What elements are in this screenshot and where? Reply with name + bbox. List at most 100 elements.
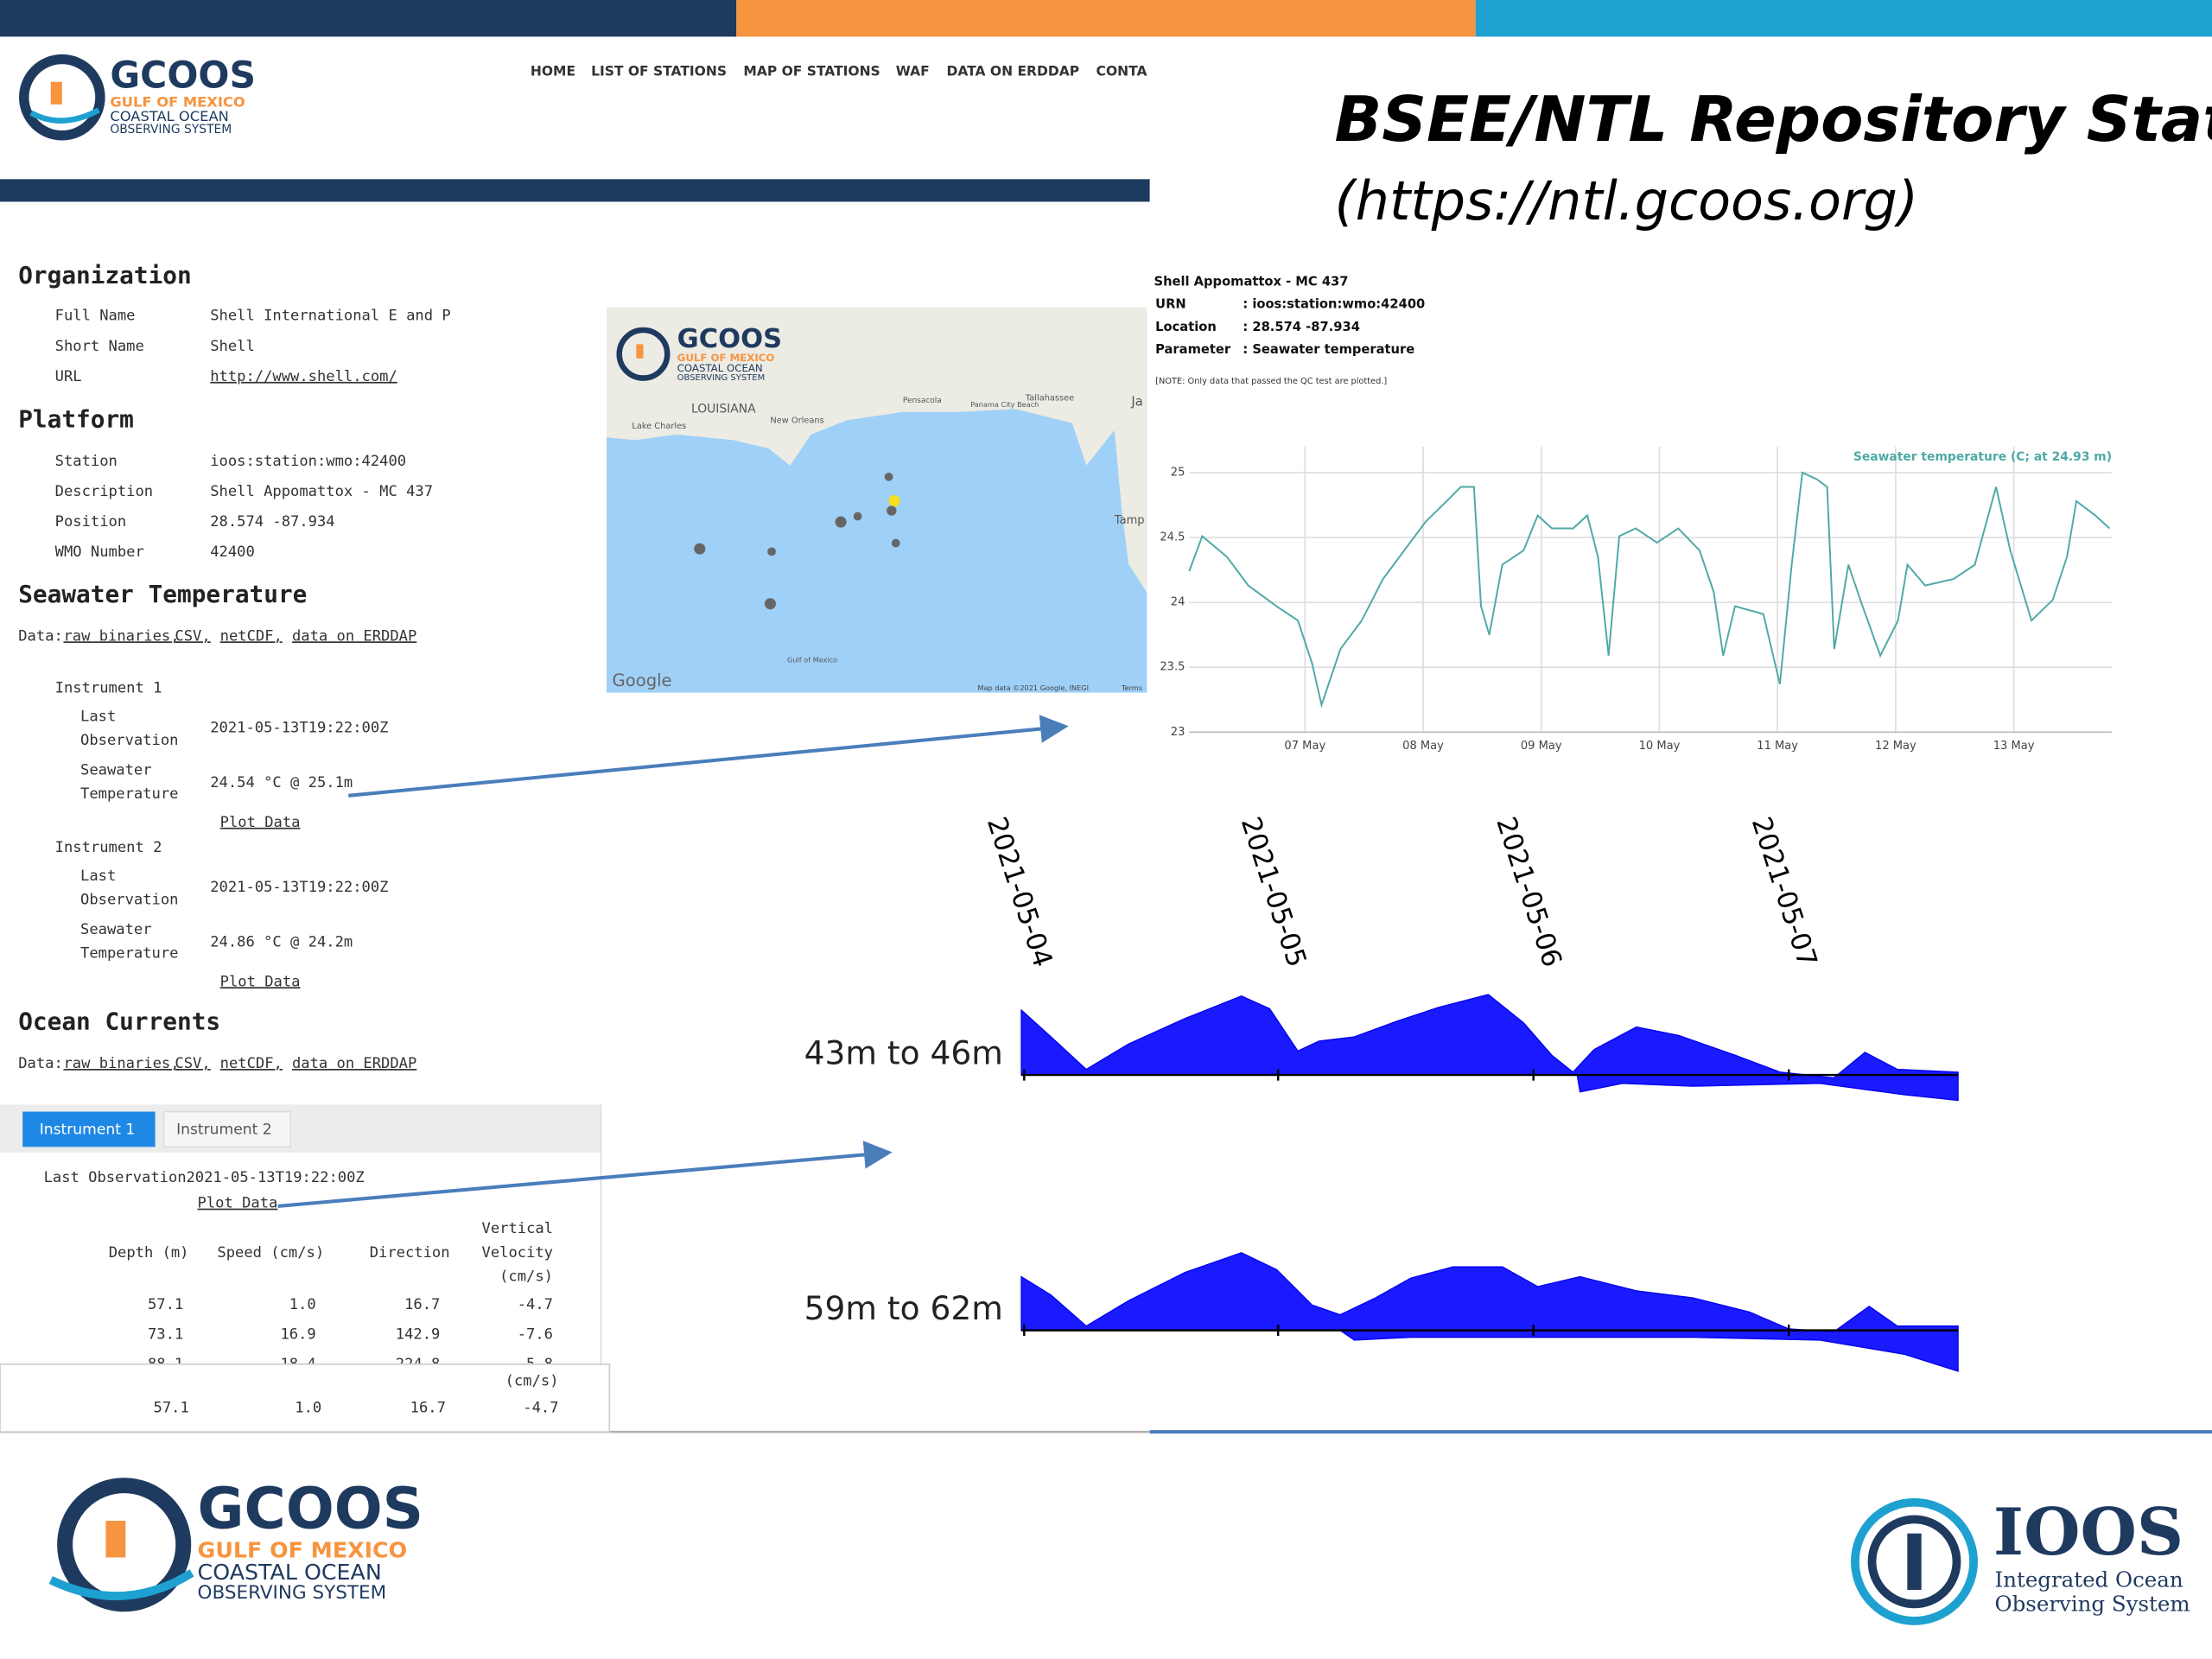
tab-label[interactable]: Instrument 2 xyxy=(176,1122,272,1139)
plot-link[interactable]: Plot Data xyxy=(220,814,301,831)
map-label: Pensacola xyxy=(903,397,942,405)
nav-item[interactable]: LIST OF STATIONS xyxy=(591,64,727,79)
nav-item[interactable]: DATA ON ERDDAP xyxy=(947,64,1080,79)
section-heading: Ocean Currents xyxy=(18,1007,220,1036)
y-tick-label: 24 xyxy=(1171,596,1185,609)
logo-emblem xyxy=(48,1478,194,1612)
top-bar-teal xyxy=(1475,0,2212,37)
nav-item[interactable]: MAP OF STATIONS xyxy=(743,64,880,79)
chart-note: [NOTE: Only data that passed the QC test… xyxy=(1155,377,1387,386)
x-tick-label: 08 May xyxy=(1402,740,1444,753)
date-label: 2021-05-04 xyxy=(981,813,1058,971)
field-label: Position xyxy=(55,513,126,531)
data-link[interactable]: data on ERDDAP xyxy=(292,1055,416,1072)
station xyxy=(764,598,776,610)
table-cell: 16.9 xyxy=(280,1325,315,1343)
field-value: Shell Appomattox - MC 437 xyxy=(210,483,433,500)
data-link[interactable]: CSV, xyxy=(175,627,210,645)
tab-label[interactable]: Instrument 1 xyxy=(40,1122,136,1139)
nav-item[interactable]: WAF xyxy=(896,64,930,79)
field-label: Temperature xyxy=(80,945,178,963)
meta-value: : ioos:station:wmo:42400 xyxy=(1243,297,1425,312)
meta-value: : Seawater temperature xyxy=(1243,342,1414,357)
field-label: Observation xyxy=(80,892,178,909)
field-value[interactable]: http://www.shell.com/ xyxy=(210,368,397,385)
logo-line: COASTAL OCEAN xyxy=(677,362,763,374)
x-tick-label: 12 May xyxy=(1875,740,1916,753)
map-label: Tamp xyxy=(1114,514,1145,527)
table-cell: 73.1 xyxy=(148,1325,183,1343)
table-header: Vertical xyxy=(482,1220,553,1237)
x-tick-label: 07 May xyxy=(1284,740,1325,753)
map-label: New Orleans xyxy=(770,416,823,426)
table-header: (cm/s) xyxy=(505,1372,559,1389)
instrument-name: Instrument 2 xyxy=(55,839,162,856)
date-label: 2021-05-06 xyxy=(1490,813,1567,971)
logo-line: COASTAL OCEAN xyxy=(198,1560,382,1585)
y-tick-label: 25 xyxy=(1171,466,1185,479)
station xyxy=(887,505,897,516)
ioos-emblem xyxy=(1851,1497,1978,1625)
table-cell: -4.7 xyxy=(523,1399,558,1416)
map-land xyxy=(607,307,1147,466)
field-value: ioos:station:wmo:42400 xyxy=(210,453,406,470)
stick-plots xyxy=(1020,994,1959,1372)
data-link[interactable]: CSV, xyxy=(175,1055,210,1072)
field-label: Station xyxy=(55,453,118,470)
table-cell: 142.9 xyxy=(396,1325,441,1343)
data-link[interactable]: netCDF, xyxy=(220,1055,283,1072)
top-bar-navy xyxy=(0,0,737,37)
arrow xyxy=(277,1141,893,1208)
map-label: Ja xyxy=(1130,394,1142,409)
table-cell: 16.7 xyxy=(404,1296,440,1313)
plot-link[interactable]: Plot Data xyxy=(220,973,301,990)
table-cell: 1.0 xyxy=(295,1399,321,1416)
meta-label: Parameter xyxy=(1155,342,1231,357)
top-bar-orange xyxy=(736,0,1476,37)
table-header: Velocity xyxy=(482,1244,553,1262)
data-link[interactable]: raw binaries, xyxy=(63,1055,179,1072)
map-label: Tallahassee xyxy=(1025,393,1074,403)
logo-name: GCOOS xyxy=(198,1475,424,1541)
field-label: Full Name xyxy=(55,308,136,325)
nav-item[interactable]: CONTA xyxy=(1096,64,1147,79)
date-label: 2021-05-07 xyxy=(1745,813,1823,971)
nav-item[interactable]: HOME xyxy=(531,64,575,79)
stick-plot-shape xyxy=(1020,1252,1959,1372)
field-value: 42400 xyxy=(210,543,255,561)
temperature-line xyxy=(1188,471,2111,709)
map xyxy=(607,307,1147,693)
map-label: Panama City Beach xyxy=(970,400,1039,409)
y-tick-label: 23.5 xyxy=(1160,661,1185,674)
station xyxy=(694,543,706,555)
meta-label: Location xyxy=(1155,320,1217,334)
field-label: Temperature xyxy=(80,785,178,803)
field-label: WMO Number xyxy=(55,543,144,561)
field-label: Seawater xyxy=(80,761,151,779)
legend-label: Seawater temperature (C; at 24.93 m) xyxy=(1853,450,2112,464)
chart-header: Shell Appomattox - MC 437 xyxy=(1154,275,1349,289)
data-link[interactable]: raw binaries, xyxy=(63,627,179,645)
field-label: Observation xyxy=(80,732,178,749)
data-link[interactable]: netCDF, xyxy=(220,627,283,645)
field-label: Description xyxy=(55,483,153,500)
x-tick-label: 09 May xyxy=(1521,740,1562,753)
map-land-florida xyxy=(1114,423,1147,593)
date-label: 2021-05-05 xyxy=(1235,813,1313,971)
field-value: Shell xyxy=(210,338,255,355)
data-link[interactable]: data on ERDDAP xyxy=(292,627,416,645)
x-tick-label: 11 May xyxy=(1757,740,1798,753)
ioos-name: IOOS xyxy=(1993,1493,2183,1570)
meta-label: URN xyxy=(1155,297,1186,312)
plot-link[interactable]: Plot Data xyxy=(198,1195,278,1212)
map-terms: Terms xyxy=(1121,683,1142,692)
depth-label: 59m to 62m xyxy=(804,1289,1003,1327)
stations xyxy=(694,472,900,610)
table-header: (cm/s) xyxy=(499,1268,553,1286)
tab[interactable] xyxy=(162,1110,292,1148)
logo-line: OBSERVING SYSTEM xyxy=(198,1582,387,1604)
data-label: Data: xyxy=(18,1055,63,1072)
tab-active[interactable] xyxy=(22,1111,156,1147)
field-value: 2021-05-13T19:22:00Z xyxy=(210,879,388,896)
